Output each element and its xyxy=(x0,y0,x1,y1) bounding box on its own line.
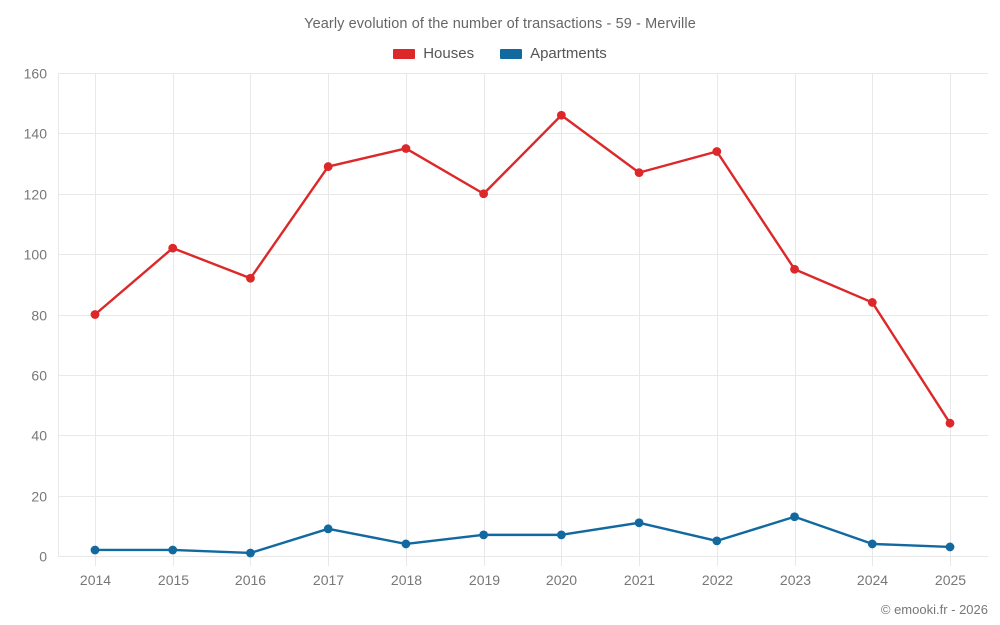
data-point-marker[interactable] xyxy=(479,189,489,199)
legend-swatch-icon xyxy=(500,48,523,59)
data-point-marker[interactable] xyxy=(634,168,644,178)
y-axis-tick-label: 120 xyxy=(24,187,48,203)
grid-lines xyxy=(58,73,988,566)
legend-item-label: Houses xyxy=(423,45,475,62)
data-point-marker[interactable] xyxy=(90,310,100,319)
series-line-houses xyxy=(93,114,952,425)
data-point-marker[interactable] xyxy=(945,418,955,428)
copyright-credit: © emooki.fr - 2026 xyxy=(880,602,988,617)
y-axis-tick-label: 20 xyxy=(31,489,47,505)
y-axis-tick-label: 80 xyxy=(31,308,47,324)
chart-legend: Houses Apartments xyxy=(0,45,1000,62)
chart-title: Yearly evolution of the number of transa… xyxy=(304,16,696,32)
x-axis-tick-label: 2015 xyxy=(158,572,189,588)
y-axis-tick-labels: 0 20 40 60 80 100 120 140 160 xyxy=(24,66,48,565)
data-point-marker[interactable] xyxy=(90,545,100,555)
data-point-marker[interactable] xyxy=(246,548,255,558)
legend-item-label: Apartments xyxy=(530,45,607,62)
data-point-marker[interactable] xyxy=(323,162,333,171)
x-axis-tick-label: 2024 xyxy=(857,572,888,588)
data-point-marker[interactable] xyxy=(556,110,566,120)
x-axis-tick-label: 2023 xyxy=(780,572,811,588)
data-point-marker[interactable] xyxy=(867,298,877,307)
data-point-marker[interactable] xyxy=(790,264,799,274)
y-axis-tick-label: 100 xyxy=(24,247,48,263)
x-axis-tick-label: 2025 xyxy=(935,572,966,588)
y-axis-tick-label: 140 xyxy=(24,126,48,142)
data-point-marker[interactable] xyxy=(867,539,877,549)
x-axis-tick-label: 2014 xyxy=(80,572,111,588)
data-point-marker[interactable] xyxy=(712,536,722,546)
y-axis-tick-label: 0 xyxy=(39,549,47,565)
legend-swatch-icon xyxy=(393,48,416,59)
x-axis-tick-label: 2019 xyxy=(469,572,500,588)
x-axis-tick-label: 2016 xyxy=(235,572,266,588)
y-axis-tick-label: 160 xyxy=(24,66,48,82)
data-point-marker[interactable] xyxy=(168,243,178,253)
data-point-marker[interactable] xyxy=(246,273,255,283)
data-point-marker[interactable] xyxy=(556,530,566,540)
x-axis-tick-label: 2021 xyxy=(624,572,655,588)
data-point-marker[interactable] xyxy=(323,524,333,534)
data-point-marker[interactable] xyxy=(401,539,411,549)
x-axis-tick-labels: 2014 2015 2016 2017 2018 2019 2020 2021 2022 2023… xyxy=(80,572,966,588)
data-point-marker[interactable] xyxy=(401,144,411,153)
y-axis-tick-label: 40 xyxy=(31,428,47,444)
data-point-marker[interactable] xyxy=(634,518,644,528)
x-axis-tick-label: 2022 xyxy=(702,572,733,588)
data-point-marker[interactable] xyxy=(790,512,799,522)
data-point-marker[interactable] xyxy=(479,530,489,540)
x-axis-tick-label: 2020 xyxy=(546,572,577,588)
data-point-marker[interactable] xyxy=(712,147,722,156)
data-series xyxy=(90,110,955,558)
data-point-marker[interactable] xyxy=(168,545,178,555)
data-point-marker[interactable] xyxy=(945,542,955,552)
x-axis-tick-label: 2017 xyxy=(313,572,344,588)
y-axis-tick-label: 60 xyxy=(31,368,47,384)
legend-item-houses[interactable]: Houses xyxy=(393,45,474,62)
x-axis-tick-label: 2018 xyxy=(391,572,422,588)
legend-item-apartments[interactable]: Apartments xyxy=(500,45,607,62)
series-line-apartments xyxy=(93,515,952,555)
